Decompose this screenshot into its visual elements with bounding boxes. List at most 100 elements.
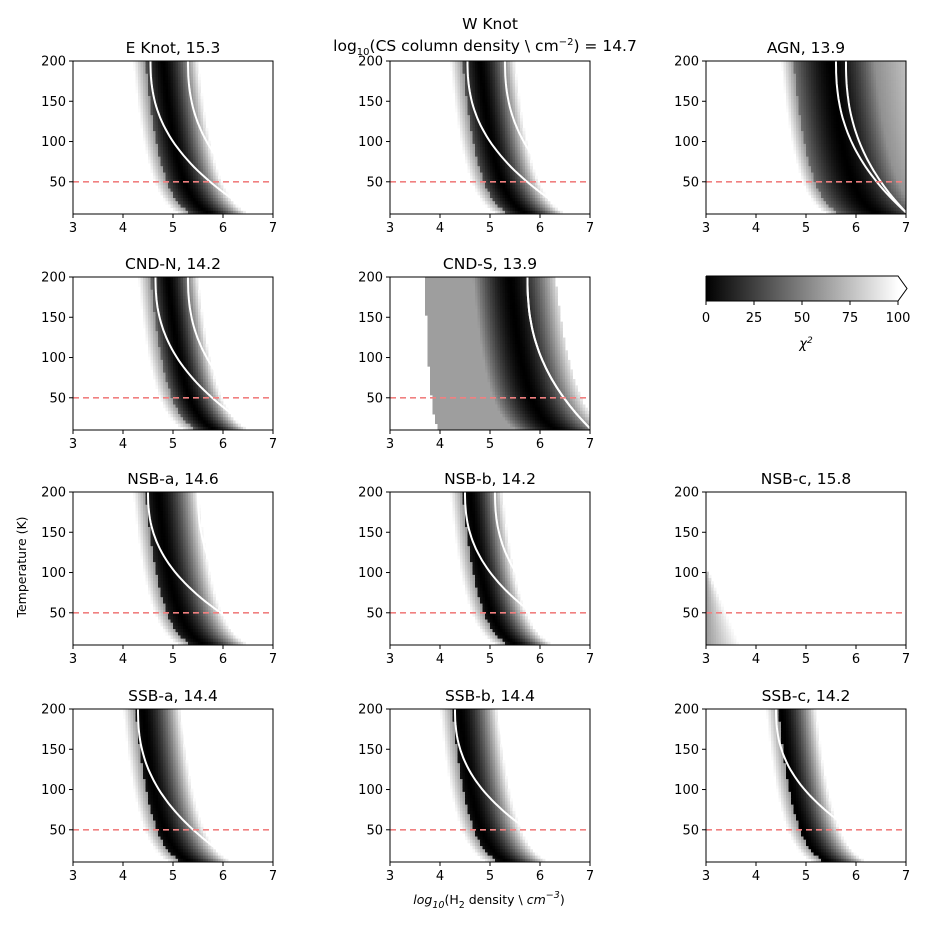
heatmap-cell [808, 143, 812, 148]
heatmap-cell [818, 191, 822, 196]
heatmap-cell [806, 118, 809, 122]
heatmap-cell [460, 105, 463, 110]
heatmap-cell [475, 124, 478, 129]
heatmap-cell [175, 166, 179, 170]
heatmap-cell [796, 140, 799, 145]
heatmap-cell [502, 194, 506, 199]
heatmap-cell [828, 102, 832, 107]
heatmap-cell [848, 89, 852, 94]
heatmap-cell [808, 124, 812, 129]
heatmap-cell [798, 134, 802, 138]
heatmap-cell [178, 289, 181, 294]
heatmap-cell [821, 76, 824, 81]
heatmap-cell [796, 131, 799, 135]
heatmap-cell [831, 172, 834, 177]
heatmap-cell [886, 185, 889, 189]
heatmap-cell [786, 92, 789, 97]
heatmap-cell [145, 105, 149, 110]
heatmap-cell [841, 166, 844, 170]
heatmap-cell [828, 83, 832, 87]
heatmap-cell [502, 163, 506, 167]
heatmap-cell [183, 61, 186, 65]
heatmap-cell [480, 169, 483, 173]
heatmap-cell [510, 86, 513, 91]
heatmap-cell [193, 124, 196, 129]
heatmap-cell [153, 175, 156, 180]
heatmap-cell [153, 302, 156, 307]
heatmap-cell [180, 166, 184, 170]
heatmap-cell [903, 150, 906, 154]
heatmap-cell [821, 67, 824, 71]
heatmap-cell [530, 175, 533, 180]
heatmap-cell [173, 112, 176, 116]
heatmap-cell [796, 159, 799, 164]
heatmap-cell [170, 96, 174, 100]
heatmap-cell [190, 280, 194, 284]
heatmap-cell [170, 105, 174, 110]
heatmap-cell [485, 99, 488, 103]
heatmap-cell [497, 204, 501, 209]
heatmap-cell [863, 70, 867, 75]
heatmap-cell [801, 92, 804, 97]
heatmap-cell [901, 131, 904, 135]
heatmap-cell [467, 127, 471, 132]
heatmap-cell [460, 64, 463, 68]
heatmap-cell [185, 143, 189, 148]
heatmap-cell [833, 210, 837, 214]
heatmap-cell [477, 140, 481, 145]
heatmap-cell [180, 137, 184, 142]
heatmap-cell [213, 185, 216, 189]
heatmap-cell [838, 143, 842, 148]
heatmap-cell [818, 153, 822, 158]
heatmap-cell [796, 67, 799, 71]
heatmap-cell [883, 140, 887, 145]
heatmap-cell [903, 156, 906, 161]
heatmap-cell [901, 169, 904, 173]
y-tick-label: 50 [366, 175, 383, 190]
heatmap-cell [512, 73, 516, 78]
heatmap-cell [793, 92, 797, 97]
heatmap-cell [861, 191, 864, 196]
heatmap-cell [871, 147, 874, 151]
heatmap-cell [793, 86, 797, 91]
heatmap-cell [475, 89, 478, 94]
heatmap-cell [455, 89, 458, 94]
heatmap-cell [505, 121, 508, 126]
heatmap-cell [836, 194, 839, 199]
heatmap-cell [153, 105, 156, 110]
heatmap-cell [492, 92, 496, 97]
heatmap-cell [811, 76, 814, 81]
heatmap-cell [183, 163, 186, 167]
heatmap-cell [150, 112, 154, 116]
heatmap-cell [515, 105, 518, 110]
heatmap-cell [492, 163, 496, 167]
heatmap-cell [500, 140, 503, 145]
heatmap-cell [150, 131, 154, 135]
heatmap-cell [153, 289, 156, 294]
heatmap-cell [180, 289, 184, 294]
heatmap-cell [475, 105, 478, 110]
heatmap-cell [861, 163, 864, 167]
heatmap-cell [816, 188, 819, 193]
heatmap-cell [190, 188, 194, 193]
heatmap-cell [153, 115, 156, 119]
heatmap-cell [811, 61, 814, 65]
heatmap-cell [173, 178, 176, 183]
heatmap-cell [480, 127, 483, 132]
heatmap-cell [225, 204, 229, 209]
heatmap-cell [497, 185, 501, 189]
heatmap-cell [530, 188, 533, 193]
heatmap-cell [828, 143, 832, 148]
heatmap-cell [495, 86, 498, 91]
heatmap-cell [143, 289, 146, 294]
heatmap-cell [165, 156, 169, 161]
heatmap-cell [813, 76, 817, 81]
heatmap-cell [148, 147, 151, 151]
heatmap-cell [841, 150, 844, 154]
heatmap-cell [896, 112, 899, 116]
heatmap-cell [866, 182, 869, 186]
heatmap-cell [888, 137, 892, 142]
heatmap-cell [796, 127, 799, 132]
heatmap-cell [145, 80, 149, 84]
